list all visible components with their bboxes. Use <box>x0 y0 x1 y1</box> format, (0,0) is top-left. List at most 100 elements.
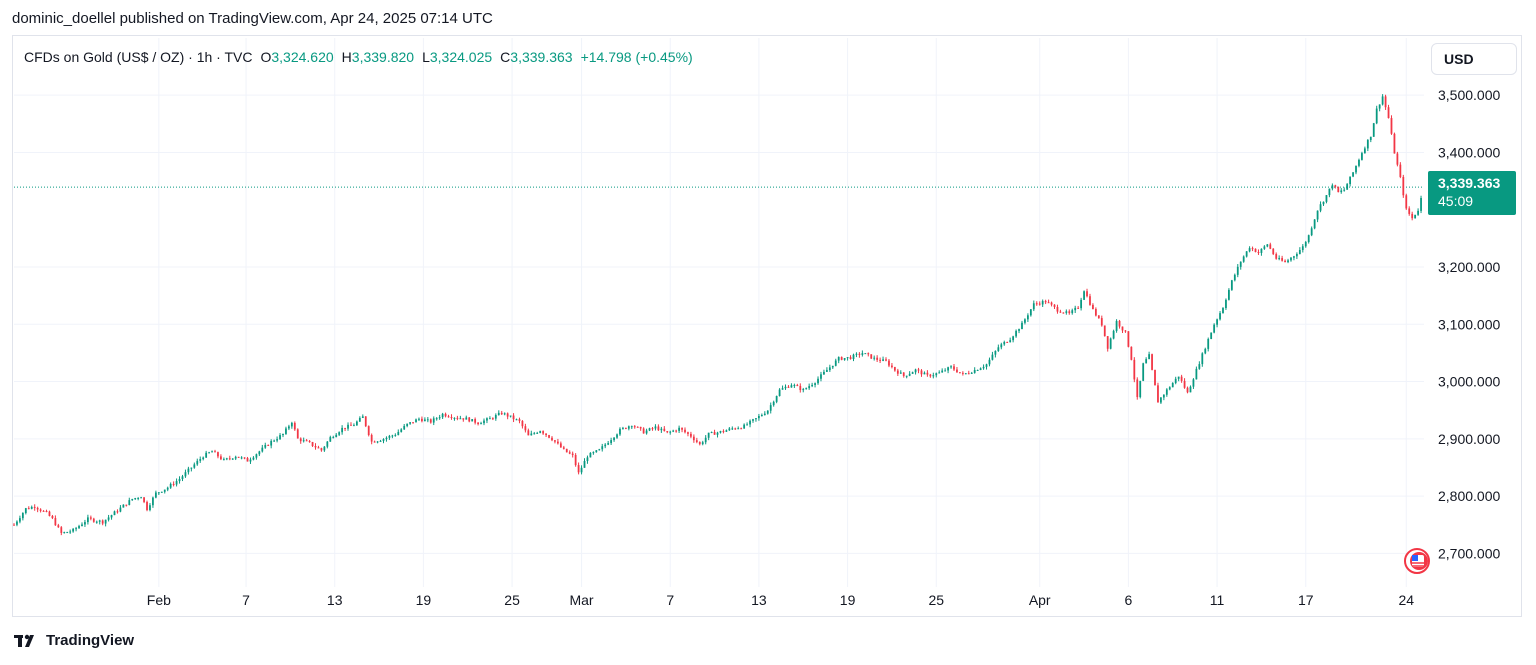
candle-body <box>524 426 527 431</box>
candle-body <box>831 365 834 368</box>
candle-body <box>589 452 592 458</box>
tradingview-logo[interactable]: TradingView <box>14 632 134 649</box>
candle-body <box>574 455 577 466</box>
candle-body <box>1319 204 1322 211</box>
x-tick-label: 17 <box>1298 592 1314 608</box>
candle-body <box>415 419 417 423</box>
candle-body <box>1207 339 1210 349</box>
candle-body <box>911 372 914 374</box>
candle-body <box>725 430 728 432</box>
candle-body <box>932 375 935 377</box>
candle-body <box>775 396 778 402</box>
y-tick-label: 3,200.000 <box>1438 259 1500 275</box>
candle-body <box>648 428 651 431</box>
x-tick-label: 13 <box>751 592 767 608</box>
candle-body <box>462 418 465 420</box>
candle-body <box>1160 397 1162 403</box>
candle-body <box>1239 261 1242 267</box>
candle-body <box>967 373 970 375</box>
candle-body <box>660 428 663 431</box>
candle-body <box>122 504 125 508</box>
candle-body <box>1369 136 1372 141</box>
candle-body <box>474 419 477 423</box>
candle-body <box>1003 341 1006 345</box>
candle-body <box>486 418 488 421</box>
candle-body <box>1035 303 1038 305</box>
candle-body <box>57 525 60 528</box>
candle-body <box>314 445 317 448</box>
candle-body <box>1275 254 1278 259</box>
candle-body <box>920 370 923 375</box>
candle-body <box>134 498 137 500</box>
last-price-value: 3,339.363 <box>1438 175 1501 191</box>
candle-body <box>1331 185 1334 189</box>
candle-body <box>1139 380 1142 398</box>
candle-body <box>820 374 822 379</box>
candle-body <box>1233 274 1236 281</box>
candle-body <box>1089 296 1091 305</box>
candle-body <box>1254 248 1257 253</box>
candle-body <box>1198 364 1201 369</box>
y-tick-label: 3,400.000 <box>1438 144 1500 160</box>
candle-body <box>837 357 840 361</box>
brand-name: TradingView <box>46 632 135 649</box>
candle-body <box>101 520 104 524</box>
candle-body <box>1248 248 1251 252</box>
candle-body <box>985 364 988 367</box>
candle-body <box>864 353 867 355</box>
candle-body <box>231 458 234 460</box>
candle-body <box>669 431 672 433</box>
candle-body <box>959 372 961 374</box>
currency-button[interactable]: USD <box>1431 43 1517 75</box>
candle-body <box>1148 354 1150 360</box>
candle-body <box>483 420 485 424</box>
candle-body <box>249 459 252 462</box>
candle-body <box>799 385 802 391</box>
candle-body <box>991 354 994 360</box>
candle-body <box>565 448 568 453</box>
candle-body <box>583 461 586 468</box>
candle-body <box>509 415 512 417</box>
candle-body <box>358 417 361 422</box>
candle-body <box>518 419 521 421</box>
candle-body <box>403 425 406 430</box>
candle-body <box>196 460 199 465</box>
candle-body <box>1136 379 1139 398</box>
us-flag-event-icon[interactable] <box>1404 548 1430 574</box>
symbol-legend[interactable]: CFDs on Gold (US$ / OZ) · 1h · TVC O 3,32… <box>24 49 693 65</box>
candle-body <box>1210 332 1213 340</box>
candle-body <box>1225 299 1227 309</box>
candle-body <box>630 426 633 428</box>
candle-body <box>1346 184 1349 190</box>
candle-body <box>506 413 509 417</box>
candle-body <box>592 452 595 454</box>
candle-body <box>1390 118 1393 134</box>
candle-body <box>542 431 545 434</box>
candle-body <box>361 416 364 418</box>
candle-body <box>778 389 781 397</box>
candle-body <box>140 497 143 499</box>
candle-body <box>429 419 432 423</box>
candle-body <box>86 517 89 523</box>
candle-body <box>154 492 157 498</box>
candle-body <box>163 489 166 492</box>
candle-body <box>1284 260 1286 263</box>
candle-body <box>184 472 187 477</box>
candle-body <box>1396 153 1399 165</box>
candle-body <box>60 527 63 533</box>
candle-body <box>317 447 320 449</box>
candle-body <box>208 452 210 454</box>
candle-body <box>237 456 240 458</box>
candle-body <box>261 447 264 452</box>
candle-body <box>500 412 503 415</box>
candle-body <box>755 418 757 420</box>
candle-body <box>551 437 553 441</box>
candle-body <box>719 431 722 433</box>
candle-body <box>746 424 748 426</box>
candle-body <box>1405 195 1408 209</box>
candle-body <box>917 369 920 371</box>
candle-body <box>13 524 15 526</box>
candle-body <box>651 428 654 430</box>
candle-body <box>722 431 725 433</box>
